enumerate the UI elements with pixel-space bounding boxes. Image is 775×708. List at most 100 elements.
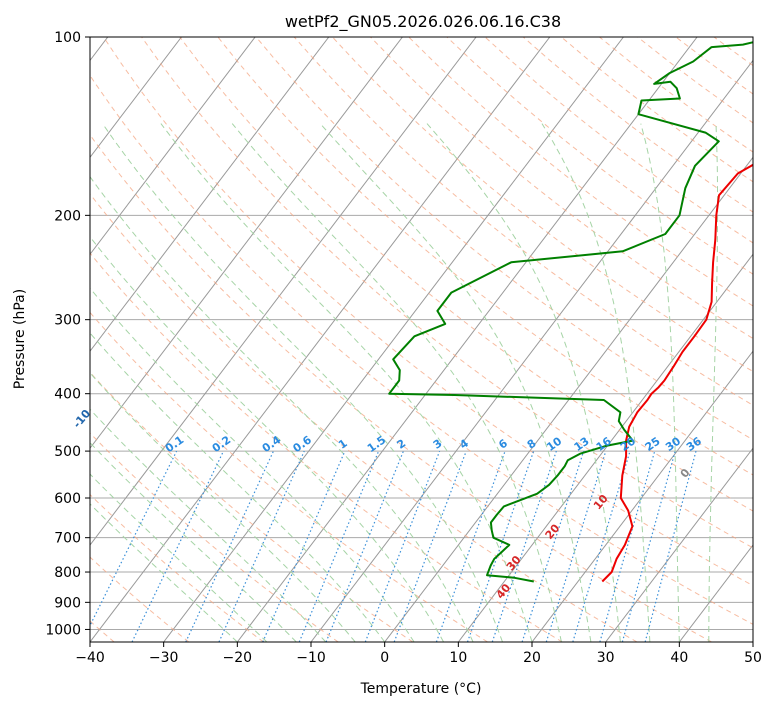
moist-adiabat-line bbox=[319, 123, 592, 642]
dry-adiabat-line bbox=[522, 37, 753, 213]
y-axis-label: Pressure (hPa) bbox=[12, 289, 28, 389]
mixing-ratio-line bbox=[621, 450, 676, 642]
dry-adiabat-line bbox=[446, 37, 753, 275]
moist-adiabat-line bbox=[90, 503, 238, 642]
isotherm-line bbox=[90, 37, 256, 256]
plot-frame bbox=[89, 36, 754, 643]
moist-adiabat-line bbox=[102, 123, 503, 642]
isotherm-line bbox=[90, 37, 551, 642]
dry-adiabat-line bbox=[332, 37, 753, 373]
isotherm-line bbox=[678, 544, 753, 642]
mixing-ratio-line bbox=[131, 450, 225, 642]
isotherm-line bbox=[457, 253, 753, 642]
dry-adiabat-line bbox=[370, 37, 753, 340]
moist-adiabat-line bbox=[231, 123, 562, 642]
mixing-ratio-label: 0.6 bbox=[291, 433, 315, 455]
mixing-ratio-line bbox=[325, 450, 404, 642]
mixing-ratio-label: 3 bbox=[431, 437, 445, 452]
isotherm-line bbox=[236, 37, 698, 642]
x-tick-label: −30 bbox=[149, 650, 179, 666]
dry-adiabat-line bbox=[90, 371, 414, 642]
y-tick-label: 200 bbox=[54, 208, 81, 224]
dry-adiabat-line bbox=[103, 37, 753, 587]
dry-adiabat-line bbox=[90, 193, 638, 642]
y-axis-ticks: 100 200 300 400 500 600 700 800 900 1000 bbox=[45, 30, 90, 638]
x-axis-ticks: −40 −30 −20 −10 0 10 20 30 40 50 bbox=[75, 642, 762, 666]
dry-adiabat-line bbox=[293, 37, 753, 406]
dry-adiabat-line bbox=[90, 252, 563, 642]
moist-adiabat-label: 20 bbox=[543, 521, 563, 541]
y-tick-label: 600 bbox=[54, 491, 81, 507]
temperature-series-line bbox=[601, 163, 753, 583]
x-tick-label: 50 bbox=[744, 650, 762, 666]
x-tick-label: 20 bbox=[523, 650, 541, 666]
dry-adiabat-label: -20 bbox=[0, 374, 1, 398]
dry-adiabat-line bbox=[484, 37, 753, 244]
moist-adiabat-line bbox=[90, 372, 356, 642]
isotherm-line bbox=[384, 156, 753, 642]
mixing-ratio-line bbox=[218, 450, 305, 642]
mixing-ratio-line bbox=[298, 450, 380, 642]
dry-adiabat-line bbox=[713, 37, 753, 67]
chart-title: wetPf2_GN05.2026.026.06.16.C38 bbox=[285, 12, 561, 32]
moist-adiabat-label: 0 bbox=[678, 466, 693, 480]
mixing-ratio-line bbox=[644, 450, 697, 642]
moist-adiabat-line bbox=[90, 175, 474, 642]
isotherm-line bbox=[90, 37, 477, 546]
mixing-ratio-line bbox=[545, 450, 607, 642]
curve-labels: 0.10.20.40.611.52346810131620253036-100-… bbox=[0, 374, 704, 601]
mixing-ratio-label: 1 bbox=[336, 437, 350, 452]
mixing-ratio-line bbox=[435, 450, 506, 642]
moist-adiabat-line bbox=[640, 123, 680, 642]
y-tick-label: 400 bbox=[54, 387, 81, 403]
moist-adiabat-line bbox=[708, 123, 719, 642]
dry-adiabat-line bbox=[90, 134, 712, 642]
dry-adiabat-line bbox=[255, 37, 753, 441]
moist-adiabat-label: 10 bbox=[591, 492, 611, 512]
mixing-ratio-line bbox=[185, 450, 275, 642]
y-tick-label: 1000 bbox=[45, 622, 81, 638]
moist-adiabat-line bbox=[541, 123, 651, 642]
moist-adiabat-line bbox=[90, 235, 445, 642]
dry-adiabat-line bbox=[90, 493, 264, 642]
isotherm-line bbox=[163, 37, 624, 642]
background-lines bbox=[90, 37, 753, 642]
dry-adiabat-line bbox=[90, 74, 753, 625]
moist-adiabat-line bbox=[90, 332, 386, 642]
moist-adiabat-line bbox=[90, 473, 268, 642]
y-tick-label: 700 bbox=[54, 531, 81, 547]
y-tick-label: 900 bbox=[54, 595, 81, 611]
mixing-ratio-line bbox=[572, 450, 631, 642]
moist-adiabat-line bbox=[90, 287, 415, 642]
dry-adiabat-line bbox=[90, 311, 488, 642]
dry-adiabat-line bbox=[560, 37, 753, 183]
x-tick-label: −40 bbox=[75, 650, 105, 666]
moist-adiabat-line bbox=[90, 441, 297, 642]
mixing-ratio-line bbox=[466, 450, 535, 642]
x-tick-label: −10 bbox=[296, 650, 326, 666]
mixing-ratio-label: 8 bbox=[525, 437, 539, 452]
moist-adiabat-line bbox=[160, 123, 533, 642]
x-axis-label: Temperature (°C) bbox=[360, 681, 482, 697]
mixing-ratio-label: 0.4 bbox=[260, 433, 284, 455]
dry-adiabat-line bbox=[408, 37, 753, 307]
mixing-ratio-line bbox=[364, 450, 441, 642]
mixing-ratio-label: 4 bbox=[457, 437, 471, 452]
moist-adiabat-line bbox=[426, 123, 621, 642]
mixing-ratio-label: 1.5 bbox=[365, 433, 388, 455]
isotherm-line bbox=[752, 641, 753, 642]
x-tick-label: 0 bbox=[380, 650, 389, 666]
mixing-ratio-label: 0.2 bbox=[210, 433, 233, 455]
mixing-ratio-label: 2 bbox=[395, 437, 409, 452]
moist-adiabat-label: 30 bbox=[504, 553, 524, 573]
dry-adiabat-line bbox=[90, 432, 339, 642]
isotherm-line bbox=[90, 37, 403, 449]
x-tick-label: 40 bbox=[670, 650, 688, 666]
dry-adiabat-line bbox=[637, 37, 753, 124]
mixing-ratio-label: 0.1 bbox=[163, 433, 186, 455]
isotherm-line bbox=[90, 37, 330, 353]
mixing-ratio-line bbox=[491, 450, 557, 642]
moist-adiabat-line bbox=[90, 408, 327, 642]
series-lines bbox=[388, 41, 753, 583]
